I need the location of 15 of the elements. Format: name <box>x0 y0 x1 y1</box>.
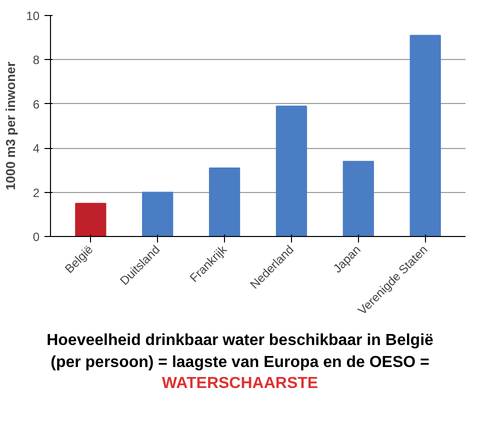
bar <box>75 202 106 236</box>
y-tick-label: 2 <box>32 186 40 200</box>
y-tick-label: 4 <box>32 142 40 156</box>
y-tick-label: 0 <box>32 230 40 244</box>
y-axis-title: 1000 m3 per inwoner <box>3 62 18 190</box>
text: WATERSCHAARSTE <box>162 375 318 392</box>
y-tick-label: 8 <box>32 53 40 68</box>
bar <box>208 167 240 236</box>
bar <box>276 106 308 236</box>
y-tick-label: 6 <box>32 97 40 112</box>
bar <box>410 34 441 236</box>
text: Hoeveelheid drinkbaar water beschikbaar in België (per persoon) = laagste van Europa en de OESO = <box>46 332 434 371</box>
bar <box>342 160 374 236</box>
y-tick-label: 10 <box>26 9 40 23</box>
bar <box>142 192 174 236</box>
